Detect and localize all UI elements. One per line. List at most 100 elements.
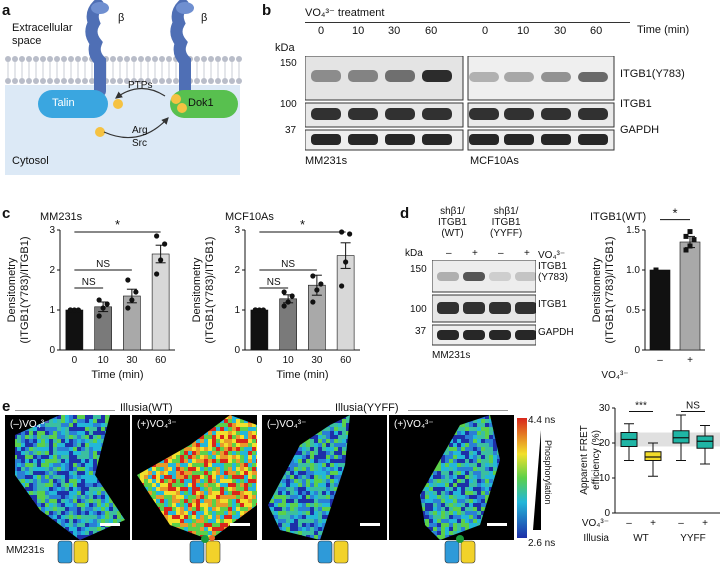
y-tick-label: 0.5	[626, 305, 640, 316]
time-tick-right: 0	[482, 25, 489, 37]
data-point	[260, 307, 266, 313]
blot-band	[463, 302, 485, 314]
lane-sign: +	[524, 248, 530, 259]
bar	[250, 309, 269, 351]
significance-label: NS	[281, 259, 295, 270]
chart-title: MCF10As	[225, 211, 274, 223]
data-point	[67, 307, 73, 313]
data-point	[281, 303, 287, 309]
bar	[151, 253, 170, 351]
x-tick-label: +	[650, 518, 656, 529]
scale-bar	[487, 523, 507, 526]
phospho-dot	[171, 94, 181, 104]
blot-band	[489, 330, 511, 340]
talin-shape	[38, 90, 108, 118]
group-line	[180, 410, 285, 411]
blot-band	[437, 302, 459, 314]
panel-label-c: c	[2, 205, 11, 222]
data-point	[154, 233, 160, 239]
data-point	[133, 289, 139, 295]
group-label-wt: Illusia(WT)	[120, 402, 173, 414]
data-point	[71, 307, 77, 313]
time-tick-left: 60	[425, 25, 438, 37]
x-tick-label: –	[626, 518, 632, 529]
band-label-gapdh: GAPDH	[620, 124, 660, 136]
x-axis-label: Time (min)	[91, 369, 143, 381]
group-line	[15, 410, 115, 411]
blot-band	[469, 108, 499, 120]
cell-label-mcf10as: MCF10As	[470, 155, 519, 167]
kda-label: kDa	[275, 42, 295, 54]
group-line	[408, 410, 508, 411]
panel-label-a: a	[2, 2, 11, 19]
group-label: YYFF	[680, 533, 706, 544]
x-axis-label: Time (min)	[276, 369, 328, 381]
blot-band	[489, 302, 511, 314]
blot-images-b	[305, 56, 615, 151]
extracellular-label: Extracellular space	[12, 22, 73, 47]
illusia-schematics	[57, 535, 476, 564]
chart-title: ITGB1(WT)	[590, 211, 646, 223]
y-tick-label: 1.0	[626, 265, 640, 276]
vo4-label-d: VO₄³⁻	[538, 250, 566, 261]
time-tick-left: 10	[352, 25, 365, 37]
time-tick-left: 0	[318, 25, 325, 37]
blot-band	[422, 108, 452, 120]
phospho-dot	[177, 103, 187, 113]
band-label-y783: ITGB1(Y783)	[620, 68, 685, 80]
blot-band	[578, 108, 608, 120]
integrin-beta-left	[85, 0, 109, 97]
group-line	[265, 410, 330, 411]
e-cell-label: MM231s	[6, 545, 45, 556]
x-tick-label: –	[678, 518, 684, 529]
significance-label: *	[672, 206, 677, 221]
illusia-yfp	[73, 540, 89, 564]
lifetime-colorbar	[517, 418, 527, 538]
data-point	[104, 301, 110, 307]
box	[644, 451, 662, 461]
panel-label-b: b	[262, 2, 272, 19]
data-point	[653, 267, 659, 273]
reference-band	[615, 432, 720, 447]
y-axis-label: (ITGB1(Y783)/ITGB1)	[204, 237, 216, 344]
data-point	[687, 243, 693, 249]
blot-band	[437, 330, 459, 340]
panel-d-chart: ITGB1(WT) 0 0.5 1.0 1.5 – + * VO₄³⁻ Densitometry(…	[590, 206, 705, 381]
time-tick-right: 60	[590, 25, 603, 37]
phospho-domain	[456, 535, 464, 543]
illusia-cfp	[317, 540, 333, 564]
row-label: Illusia	[583, 533, 609, 544]
panel-a-diagram	[5, 0, 242, 175]
phosphorylation-wedge	[533, 430, 541, 530]
blot-band	[385, 70, 415, 82]
illusia-yfp	[333, 540, 349, 564]
data-point	[318, 281, 324, 287]
data-point	[691, 237, 697, 243]
d-marker-150: 150	[410, 264, 427, 275]
blot-images-d	[432, 260, 536, 346]
col-label-yyff: shβ1/ ITGB1 (YYFF)	[490, 206, 523, 239]
time-tick-right: 30	[554, 25, 567, 37]
phospho-label: Phosphorylation	[543, 440, 553, 505]
y-tick-label: 30	[599, 403, 611, 414]
y-axis-label: Apparent FRET	[579, 425, 590, 494]
data-point	[96, 297, 102, 303]
time-tick-left: 30	[388, 25, 401, 37]
x-axis-label: VO₄³⁻	[601, 370, 628, 381]
data-point	[285, 299, 291, 305]
blot-band	[385, 108, 415, 120]
img-label-1: (–)VO₄³⁻	[10, 419, 50, 430]
time-tick-right: 10	[517, 25, 530, 37]
y-tick-label: 20	[599, 438, 611, 449]
data-point	[256, 307, 262, 313]
blot-band	[469, 134, 499, 145]
data-point	[96, 313, 102, 319]
chart-title: MM231s	[40, 211, 83, 223]
illusia-cfp	[57, 540, 73, 564]
scale-bar	[230, 523, 250, 526]
blot-band	[578, 134, 608, 145]
y-tick-label: 10	[599, 473, 611, 484]
y-tick-label: 3	[49, 225, 55, 236]
y-tick-label: 2	[49, 265, 55, 276]
